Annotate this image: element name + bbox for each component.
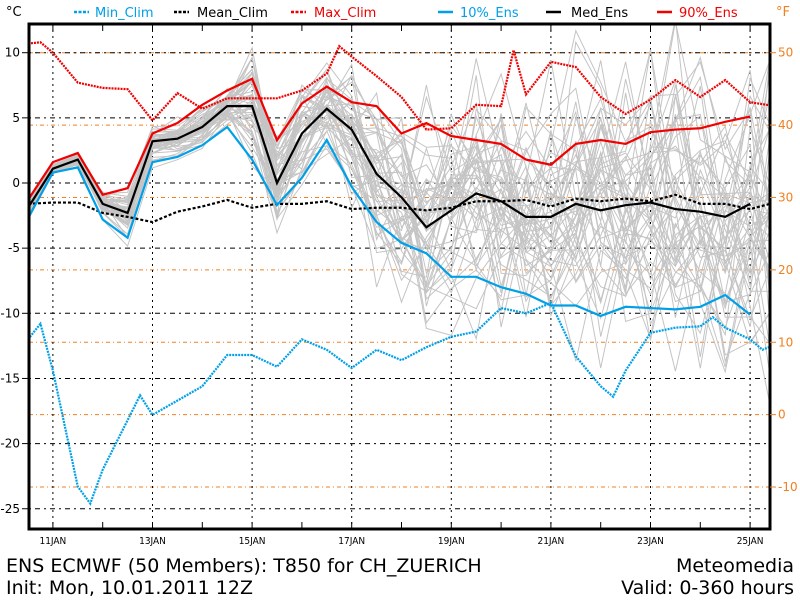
valid-range: Valid: 0-360 hours	[621, 577, 794, 599]
y-tick-label: 10	[5, 46, 20, 60]
x-tick-label: 15JAN	[239, 536, 266, 547]
provider-label: Meteomedia	[676, 555, 794, 577]
legend-label: Med_Ens	[571, 6, 628, 21]
y-tick-label: -20	[0, 437, 20, 451]
ensemble-member-line	[29, 76, 770, 292]
y2-tick-label: 10	[778, 335, 793, 349]
legend-label: 90%_Ens	[679, 6, 738, 21]
legend-label: Min_Clim	[95, 6, 154, 21]
x-tick-label: 21JAN	[537, 536, 564, 547]
med-ens-line	[29, 105, 751, 229]
y2-tick-label: 30	[778, 190, 793, 204]
ensemble-member-line	[29, 95, 770, 293]
unit-fahrenheit-label: °F	[776, 5, 790, 20]
max-clim-line	[29, 41, 770, 131]
y2-tick-label: 20	[778, 263, 793, 277]
ensemble-member-line	[29, 104, 770, 268]
y-tick-label: -25	[0, 502, 20, 516]
x-tick-label: 19JAN	[438, 536, 465, 547]
y-tick-label: -10	[0, 306, 20, 320]
plot-frame	[27, 22, 772, 531]
legend-label: Max_Clim	[314, 6, 376, 21]
y-tick-label: -15	[0, 371, 20, 385]
10pct-ens-line	[29, 125, 751, 318]
legend-label: 10%_Ens	[460, 6, 519, 21]
y2-tick-label: 40	[778, 118, 793, 132]
ensemble-member-line	[29, 84, 770, 273]
series-lines	[29, 41, 770, 506]
x-tick-label: 25JAN	[737, 536, 764, 547]
x-tick-label: 23JAN	[637, 536, 664, 547]
y-tick-label: 0	[12, 176, 20, 190]
mean-clim-line	[29, 193, 770, 224]
ensemble-members	[29, 24, 770, 408]
min-clim-line	[29, 301, 770, 506]
legend-label: Mean_Clim	[197, 6, 268, 21]
y2-tick-label: -10	[778, 480, 798, 494]
90pct-ens-line	[29, 77, 751, 201]
chart-title: ENS ECMWF (50 Members): T850 for CH_ZUER…	[6, 555, 482, 577]
y-tick-label: 5	[12, 111, 20, 125]
ensemble-member-line	[29, 94, 770, 345]
init-time: Init: Mon, 10.01.2011 12Z	[6, 577, 253, 599]
ensemble-member-line	[29, 49, 770, 318]
unit-celsius-label: °C	[6, 5, 22, 20]
x-tick-label: 17JAN	[338, 536, 365, 547]
grid	[29, 24, 770, 529]
legend: °C °F Min_Clim Mean_Clim Max_Clim 10%_Ens Me…	[6, 5, 790, 21]
y2-tick-label: 50	[778, 46, 793, 60]
y2-tick-label: 0	[778, 408, 786, 422]
y-tick-label: -5	[8, 241, 20, 255]
x-tick-label: 13JAN	[139, 536, 166, 547]
x-tick-label: 11JAN	[39, 536, 66, 547]
